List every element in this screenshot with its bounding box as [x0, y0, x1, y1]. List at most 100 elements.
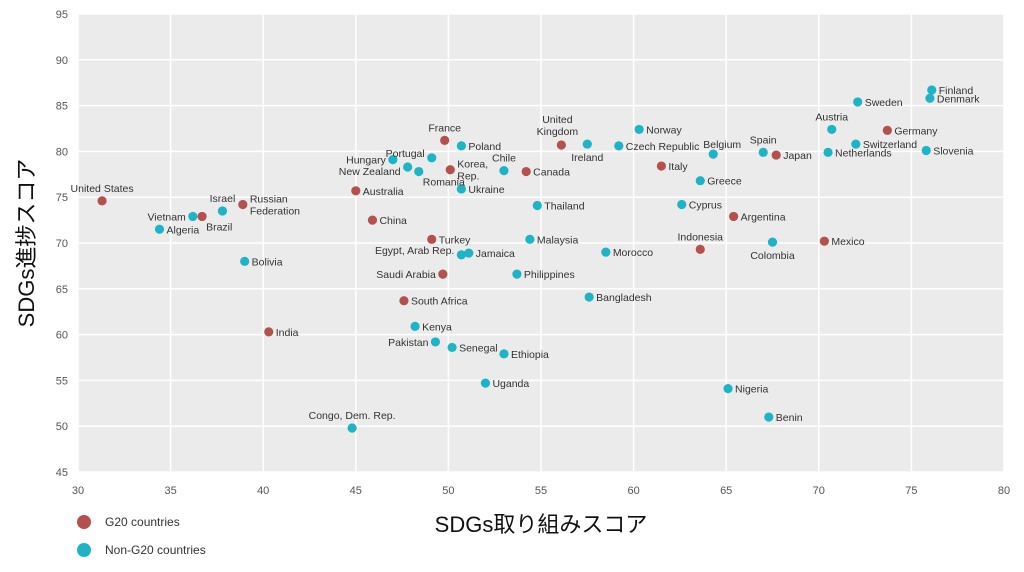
- point-label-jamaica: Jamaica: [476, 248, 515, 260]
- point-thailand: [532, 200, 542, 211]
- point-egypt-arab-rep: [456, 250, 466, 260]
- y-tick-label: 75: [56, 192, 68, 204]
- legend: G20 countries Non-G20 countries: [77, 515, 206, 557]
- x-tick-label: 45: [350, 485, 362, 497]
- point-label-netherlands: Netherlands: [835, 147, 892, 159]
- point-pakistan: [430, 337, 441, 347]
- point-label-egypt-arab-rep: Egypt, Arab Rep.: [375, 245, 454, 257]
- point-morocco: [601, 247, 611, 257]
- point-label-japan: Japan: [783, 150, 812, 162]
- point-finland: [927, 85, 937, 95]
- point-ukraine: [456, 184, 466, 194]
- point-benin: [764, 412, 774, 422]
- point-label-morocco: Morocco: [613, 247, 653, 259]
- point-label-canada: Canada: [533, 167, 570, 179]
- point-label-algeria: Algeria: [166, 224, 199, 236]
- point-label-romania: Romania: [423, 177, 465, 189]
- point-cyprus: [677, 199, 687, 210]
- x-tick-label: 70: [813, 485, 825, 497]
- point-label-ukraine: Ukraine: [468, 184, 504, 196]
- point-czech-republic: [614, 141, 624, 151]
- point-label-china: China: [379, 215, 407, 227]
- y-tick-label: 90: [56, 55, 68, 67]
- point-norway: [634, 124, 644, 135]
- x-axis-title: SDGs取り組みスコア: [435, 512, 648, 537]
- point-label-korea-rep: Korea, Rep.: [457, 159, 488, 183]
- x-tick-label: 55: [535, 485, 547, 497]
- y-tick-label: 80: [56, 146, 68, 158]
- x-tick-label: 60: [627, 485, 639, 497]
- x-tick-label: 35: [164, 485, 176, 497]
- point-switzerland: [851, 139, 861, 149]
- y-tick-label: 60: [56, 330, 68, 342]
- point-south-africa: [399, 296, 409, 306]
- legend-marker-g20: [77, 515, 91, 529]
- point-label-finland: Finland: [939, 85, 974, 97]
- point-denmark: [925, 93, 935, 103]
- point-label-vietnam: Vietnam: [147, 211, 186, 223]
- point-label-india: India: [276, 327, 299, 339]
- tick-labels: 30 35 40 45 50 55 60 65 70 75 80 45 50 55 60 65 70 75 80 85…: [56, 9, 1010, 497]
- point-label-benin: Benin: [776, 412, 803, 424]
- point-italy: [656, 161, 666, 171]
- point-label-italy: Italy: [668, 161, 688, 173]
- y-tick-label: 85: [56, 101, 68, 113]
- point-israel: [217, 206, 228, 216]
- point-jamaica: [464, 248, 474, 258]
- x-tick-label: 80: [998, 485, 1010, 497]
- point-label-greece: Greece: [707, 176, 742, 188]
- point-ireland: [582, 139, 592, 149]
- point-uganda: [480, 378, 491, 388]
- point-greece: [695, 176, 705, 186]
- point-canada: [521, 166, 531, 177]
- point-label-switzerland: Switzerland: [863, 139, 917, 151]
- point-label-kenya: Kenya: [422, 321, 452, 333]
- point-label-austria: Austria: [815, 111, 848, 123]
- point-hungary: [388, 155, 398, 165]
- point-brazil: [197, 211, 207, 222]
- gridlines: [77, 13, 1005, 473]
- point-vietnam: [188, 211, 198, 222]
- y-tick-label: 50: [56, 421, 68, 433]
- y-tick-label: 95: [56, 9, 68, 21]
- point-argentina: [729, 211, 739, 222]
- point-label-belgium: Belgium: [703, 139, 741, 151]
- point-label-bangladesh: Bangladesh: [596, 292, 652, 304]
- point-colombia: [767, 237, 778, 247]
- point-label-france: France: [428, 122, 461, 134]
- point-algeria: [154, 224, 165, 234]
- point-germany: [882, 125, 892, 135]
- x-tick-label: 50: [442, 485, 454, 497]
- point-chile: [499, 166, 509, 176]
- y-axis-title: SDGs進捗スコア: [14, 159, 39, 328]
- point-label-united-kingdom: United Kingdom: [537, 114, 579, 138]
- point-sweden: [853, 97, 863, 107]
- point-label-poland: Poland: [468, 141, 501, 153]
- x-tick-label: 40: [257, 485, 269, 497]
- point-label-cyprus: Cyprus: [689, 200, 722, 212]
- point-label-colombia: Colombia: [750, 250, 795, 262]
- point-label-thailand: Thailand: [544, 200, 584, 212]
- point-belgium: [708, 149, 718, 159]
- point-label-germany: Germany: [894, 125, 938, 137]
- point-bangladesh: [584, 292, 594, 302]
- point-label-spain: Spain: [750, 134, 777, 146]
- legend-marker-non-g20: [77, 543, 91, 557]
- point-portugal: [427, 153, 437, 163]
- legend-label-g20: G20 countries: [105, 515, 180, 529]
- x-tick-label: 30: [72, 485, 84, 497]
- point-label-united-states: United States: [71, 183, 134, 195]
- point-nigeria: [723, 384, 733, 394]
- point-label-chile: Chile: [492, 153, 516, 165]
- legend-label-non-g20: Non-G20 countries: [105, 543, 206, 557]
- point-australia: [351, 186, 361, 196]
- point-label-israel: Israel: [210, 193, 236, 205]
- y-tick-label: 55: [56, 375, 68, 387]
- point-label-turkey: Turkey: [439, 234, 471, 246]
- point-mexico: [819, 236, 829, 246]
- point-turkey: [427, 234, 437, 244]
- point-label-pakistan: Pakistan: [388, 337, 428, 349]
- y-tick-label: 70: [56, 238, 68, 250]
- point-japan: [771, 150, 781, 160]
